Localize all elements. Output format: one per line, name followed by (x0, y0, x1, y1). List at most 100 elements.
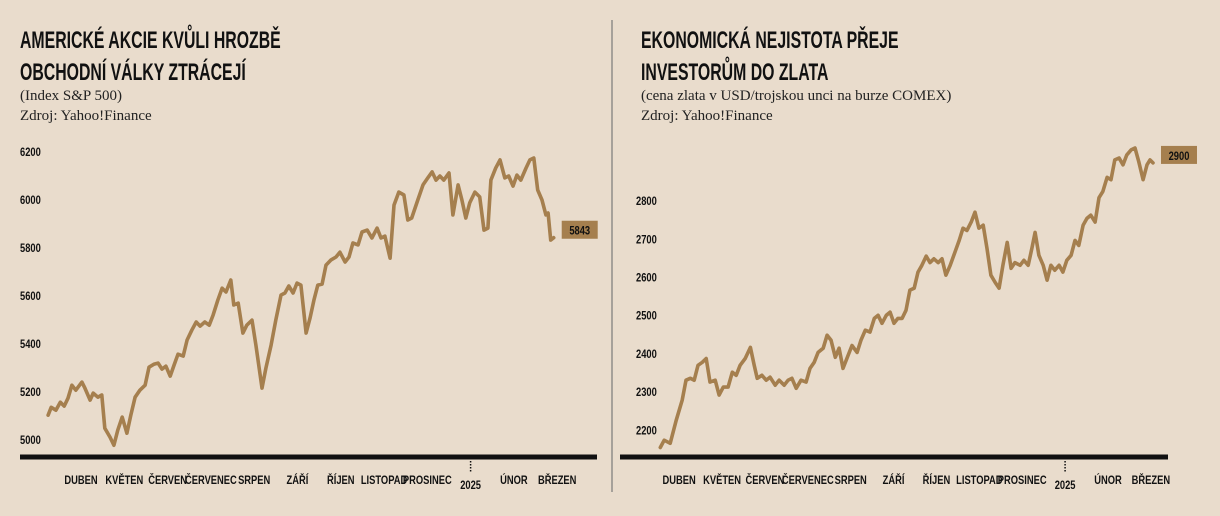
chart-title: EKONOMICKÁ NEJISTOTA PŘEJE (641, 26, 899, 54)
y-tick-label: 2300 (636, 386, 657, 399)
x-tick-label: LISTOPAD (361, 474, 408, 487)
y-tick: 2600 (636, 271, 657, 284)
y-tick-label: 5400 (20, 338, 41, 351)
y-tick-label: 5200 (20, 386, 41, 399)
y-tick-label: 2700 (636, 233, 657, 246)
x-tick-label: ZÁŘÍ (883, 473, 906, 487)
x-tick-label: SRPEN (238, 474, 270, 487)
title-group: EKONOMICKÁ NEJISTOTA PŘEJE (641, 26, 899, 54)
chart-title: INVESTORŮM DO ZLATA (641, 55, 829, 86)
x-axis (620, 454, 1168, 460)
x-tick: ZÁŘÍ (287, 473, 310, 487)
x-tick-label: LISTOPAD (956, 474, 1003, 487)
x-tick: 2025 (460, 479, 481, 492)
x-tick-label: ČERVEN (148, 473, 187, 487)
y-tick-label: 2800 (636, 195, 657, 208)
y-tick-label: 6000 (20, 194, 41, 207)
x-tick-label: PROSINEC (998, 474, 1047, 487)
y-tick: 2200 (636, 424, 657, 437)
y-tick: 6200 (20, 146, 41, 159)
y-tick-label: 2500 (636, 310, 657, 323)
y-tick-label: 5800 (20, 242, 41, 255)
x-tick: ŘÍJEN (923, 473, 951, 487)
x-tick: KVĚTEN (105, 473, 143, 487)
x-tick-label: PROSINEC (403, 474, 452, 487)
y-tick-label: 5000 (20, 434, 41, 447)
x-axis (20, 454, 597, 460)
y-tick: 5000 (20, 434, 41, 447)
y-tick: 2300 (636, 386, 657, 399)
last-value: 2900 (1169, 150, 1190, 163)
x-tick-label: BŘEZEN (538, 473, 577, 487)
x-tick-label: 2025 (1055, 479, 1076, 492)
y-tick: 5200 (20, 386, 41, 399)
x-tick-label: ZÁŘÍ (287, 473, 310, 487)
x-tick: SRPEN (835, 474, 867, 487)
x-tick: SRPEN (238, 474, 270, 487)
y-tick-label: 2600 (636, 271, 657, 284)
x-tick: ČERVENEC (185, 473, 237, 487)
x-tick: PROSINEC (998, 474, 1047, 487)
chart-title: AMERICKÉ AKCIE KVŮLI HROZBĚ (20, 23, 281, 54)
x-tick-label: BŘEZEN (1132, 473, 1171, 487)
price-line (658, 146, 1155, 450)
x-tick-label: SRPEN (835, 474, 867, 487)
x-tick: DUBEN (663, 474, 696, 487)
last-value-label: 2900 (1169, 150, 1190, 163)
x-tick: LISTOPAD (361, 474, 408, 487)
chart-source: Zdroj: Yahoo!Finance (641, 108, 773, 124)
x-tick-label: KVĚTEN (105, 473, 143, 487)
x-tick: ÚNOR (500, 473, 528, 487)
chart-subtitle: (Index S&P 500) (20, 88, 122, 104)
x-tick: ČERVENEC (782, 473, 834, 487)
x-tick: ČERVEN (746, 473, 785, 487)
last-value: 5843 (569, 225, 590, 238)
y-tick: 5800 (20, 242, 41, 255)
x-tick-label: ŘÍJEN (327, 473, 355, 487)
last-value-label: 5843 (569, 225, 590, 238)
x-tick: ŘÍJEN (327, 473, 355, 487)
x-tick: BŘEZEN (538, 473, 577, 487)
x-tick-label: KVĚTEN (703, 473, 741, 487)
x-tick: DUBEN (64, 474, 97, 487)
x-tick: LISTOPAD (956, 474, 1003, 487)
x-tick-label: ČERVENEC (185, 473, 237, 487)
x-tick: KVĚTEN (703, 473, 741, 487)
y-tick-label: 2200 (636, 424, 657, 437)
chart-title: OBCHODNÍ VÁLKY ZTRÁCEJÍ (20, 59, 247, 86)
x-tick: BŘEZEN (1132, 473, 1171, 487)
y-tick-label: 5600 (20, 290, 41, 303)
title-group: INVESTORŮM DO ZLATA (641, 55, 829, 86)
chart-source: Zdroj: Yahoo!Finance (20, 108, 152, 124)
y-tick-label: 6200 (20, 146, 41, 159)
x-tick-label: DUBEN (64, 474, 97, 487)
x-tick: ZÁŘÍ (883, 473, 906, 487)
x-tick: PROSINEC (403, 474, 452, 487)
x-tick-label: ŘÍJEN (923, 473, 951, 487)
x-tick-label: ČERVEN (746, 473, 785, 487)
y-tick: 2700 (636, 233, 657, 246)
x-tick: ČERVEN (148, 473, 187, 487)
last-value-box (561, 220, 598, 239)
x-tick: ÚNOR (1094, 473, 1122, 487)
x-tick-label: ÚNOR (1094, 473, 1122, 487)
y-tick-label: 2400 (636, 348, 657, 361)
x-tick-label: 2025 (460, 479, 481, 492)
y-tick: 2400 (636, 348, 657, 361)
x-tick-label: DUBEN (663, 474, 696, 487)
y-tick: 5400 (20, 338, 41, 351)
y-tick: 2500 (636, 310, 657, 323)
y-tick: 2800 (636, 195, 657, 208)
chart-subtitle: (cena zlata v USD/trojskou unci na burze… (641, 88, 951, 104)
y-tick: 5600 (20, 290, 41, 303)
y-tick: 6000 (20, 194, 41, 207)
title-group: AMERICKÉ AKCIE KVŮLI HROZBĚ (20, 23, 281, 54)
last-value-box (1160, 145, 1197, 164)
x-tick-label: ÚNOR (500, 473, 528, 487)
x-tick: 2025 (1055, 479, 1076, 492)
price-line (46, 156, 556, 447)
x-tick-label: ČERVENEC (782, 473, 834, 487)
title-group: OBCHODNÍ VÁLKY ZTRÁCEJÍ (20, 59, 247, 86)
